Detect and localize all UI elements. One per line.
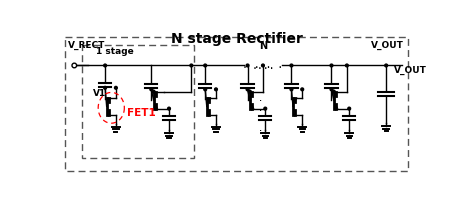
Circle shape [150,89,153,91]
Text: V_OUT: V_OUT [394,65,427,75]
Circle shape [330,89,333,91]
Circle shape [168,108,170,110]
Text: · · · ·: · · · · [243,63,284,73]
Text: V1: V1 [93,88,106,97]
Circle shape [246,89,249,91]
Circle shape [190,65,193,68]
Circle shape [204,65,207,68]
Circle shape [264,108,267,110]
Circle shape [290,89,293,91]
Circle shape [115,87,117,90]
Circle shape [290,65,293,68]
Circle shape [346,65,348,68]
Circle shape [214,89,218,91]
Circle shape [385,65,388,68]
Circle shape [333,91,335,94]
Bar [65,38,408,171]
Text: N: N [259,40,267,50]
Text: V_RECT: V_RECT [68,41,105,50]
Text: ....: .... [251,61,275,71]
Text: · · · ·: · · · · [258,97,267,132]
Circle shape [204,89,207,91]
Text: N stage Rectifier: N stage Rectifier [171,32,303,46]
Text: V_OUT: V_OUT [371,41,403,50]
Circle shape [261,65,264,68]
Circle shape [330,65,333,68]
Text: 1 stage: 1 stage [96,46,134,55]
Circle shape [104,87,107,90]
Text: FET1: FET1 [128,107,156,117]
Circle shape [104,65,107,68]
Circle shape [72,64,77,68]
Circle shape [301,89,304,91]
Bar [82,45,194,158]
Circle shape [249,91,251,94]
Circle shape [152,91,155,94]
Circle shape [246,65,249,68]
Circle shape [348,108,351,110]
